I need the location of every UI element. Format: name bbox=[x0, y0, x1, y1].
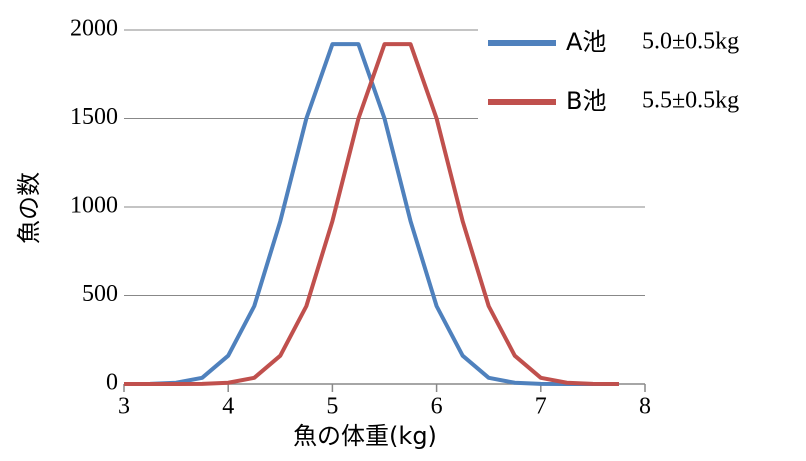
legend-detail: 5.5±0.5kg bbox=[642, 88, 739, 114]
legend-detail: 5.0±0.5kg bbox=[642, 29, 739, 55]
x-tick-label: 6 bbox=[431, 394, 443, 420]
legend-label: A池 bbox=[566, 28, 606, 56]
legend-box bbox=[478, 18, 804, 126]
x-tick-label: 5 bbox=[326, 394, 338, 420]
y-tick-label: 2000 bbox=[70, 16, 118, 42]
y-tick-label: 500 bbox=[82, 281, 118, 307]
y-axis-label: 魚の数 bbox=[15, 172, 43, 244]
x-tick-label: 4 bbox=[222, 394, 234, 420]
y-tick-label: 1000 bbox=[70, 193, 118, 219]
x-axis-label: 魚の体重(kg) bbox=[293, 422, 437, 450]
x-tick-label: 7 bbox=[535, 394, 547, 420]
y-tick-label: 1500 bbox=[70, 104, 118, 130]
y-tick-label: 0 bbox=[106, 370, 118, 396]
legend-label: B池 bbox=[566, 87, 606, 115]
x-tick-label: 3 bbox=[118, 394, 130, 420]
line bbox=[124, 42, 619, 386]
x-tick-label: 8 bbox=[639, 394, 651, 420]
